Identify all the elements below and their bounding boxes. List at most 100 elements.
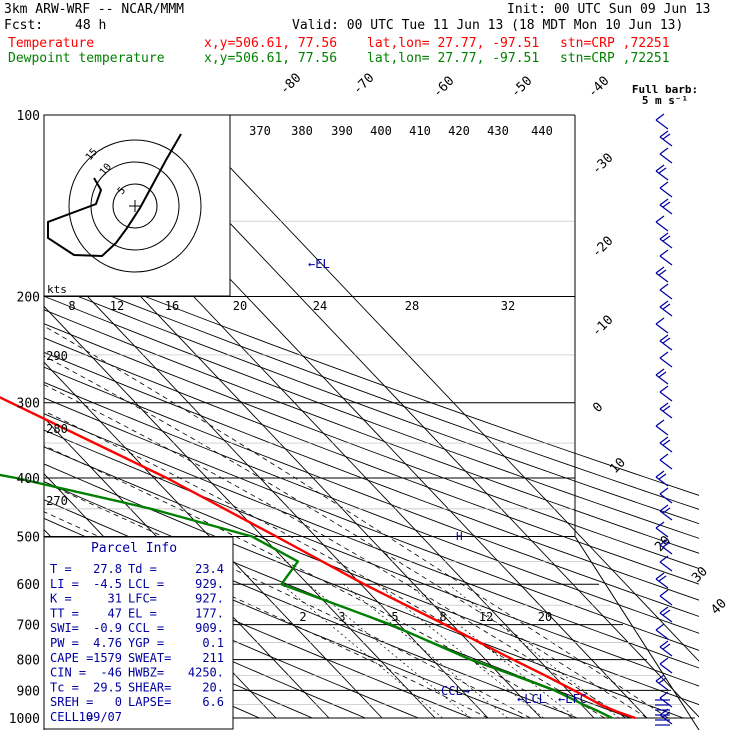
parcel-info-rows: T = 27.8 Td = 23.4 LI = -4.5 LCL = 929. K = 31 LFC… bbox=[50, 562, 224, 724]
hodograph-x-label: 28 bbox=[405, 299, 419, 313]
parcel-info-cell: EL = bbox=[128, 606, 157, 620]
dewpoint-latlon: lat,lon= 27.77, -97.51 bbox=[367, 51, 540, 66]
pressure-label: 200 bbox=[17, 291, 40, 306]
parcel-info-cell: 909. bbox=[195, 621, 224, 635]
parcel-info-cell: 4.76 bbox=[93, 636, 122, 650]
mixing-ratio-label: 5 bbox=[391, 610, 398, 624]
wind-barb bbox=[659, 232, 673, 249]
wind-barb bbox=[659, 130, 673, 147]
pressure-label: 600 bbox=[17, 578, 40, 593]
wind-barb bbox=[655, 317, 669, 334]
forecast-value: 48 h bbox=[75, 18, 107, 33]
parcel-info-cell: SWI= bbox=[50, 621, 79, 635]
theta-e-label: 440 bbox=[531, 124, 553, 138]
temperature-trace bbox=[0, 396, 636, 720]
wind-barb bbox=[655, 623, 669, 640]
parcel-info-title: Parcel Info bbox=[91, 541, 177, 556]
temperature-xy: x,y=506.61, 77.56 bbox=[204, 36, 338, 51]
isotherm-label: -70 bbox=[350, 71, 377, 98]
isotherm-label: 0 bbox=[590, 400, 606, 416]
barb-scale-line1: Full barb: bbox=[632, 83, 698, 96]
mixing-ratio-label: 12 bbox=[479, 610, 493, 624]
wind-barb bbox=[659, 181, 673, 198]
parcel-info-cell: SHEAR= bbox=[128, 680, 171, 694]
theta-e-label: 420 bbox=[448, 124, 470, 138]
isotherm-line bbox=[44, 305, 436, 719]
wind-barb bbox=[659, 606, 673, 623]
parcel-info-cell: 0 bbox=[115, 695, 122, 709]
pressure-label: 500 bbox=[17, 530, 40, 545]
mixing-ratio-label: 20 bbox=[538, 610, 552, 624]
moist-adiabat bbox=[44, 511, 489, 719]
wind-barb bbox=[659, 640, 673, 657]
theta-e-label: 390 bbox=[331, 124, 353, 138]
parcel-info-cell: 177. bbox=[195, 606, 224, 620]
hodograph-x-label: 16 bbox=[165, 299, 179, 313]
freezing-marker: H bbox=[456, 530, 463, 543]
parcel-info-cell: 927. bbox=[195, 592, 224, 606]
pressure-label: 100 bbox=[17, 109, 40, 124]
isotherm-label: -40 bbox=[585, 74, 612, 101]
wind-barb bbox=[659, 147, 673, 164]
hodograph-frame bbox=[43, 114, 231, 297]
wind-barb bbox=[659, 589, 673, 606]
theta-e-label: 400 bbox=[370, 124, 392, 138]
wind-barb bbox=[659, 334, 673, 351]
init-time: Init: 00 UTC Sun 09 Jun 13 bbox=[507, 2, 711, 17]
isotherm-label: -20 bbox=[589, 234, 616, 261]
level-marker-lfc: ←LFC bbox=[558, 692, 587, 706]
dewpoint-stn: stn=CRP ,72251 bbox=[560, 51, 670, 66]
parcel-info-cell: SREH = bbox=[50, 695, 93, 709]
temperature-latlon: lat,lon= 27.77, -97.51 bbox=[367, 36, 540, 51]
temperature-legend: Temperature bbox=[8, 36, 95, 51]
parcel-info-cell: 6.6 bbox=[202, 695, 224, 709]
isotherm-label: -30 bbox=[589, 151, 616, 178]
barb-scale-line2: 5 m s⁻¹ bbox=[642, 94, 688, 107]
wind-barb bbox=[659, 249, 673, 266]
parcel-info-cell: SWEAT= bbox=[128, 651, 171, 665]
wind-barb bbox=[659, 283, 673, 300]
wind-barb bbox=[659, 555, 673, 572]
mixing-ratio-line bbox=[343, 583, 508, 719]
parcel-info-cell: 211 bbox=[202, 651, 224, 665]
parcel-info-cell: 47 bbox=[108, 606, 122, 620]
wind-barbs bbox=[655, 113, 673, 726]
mixing-ratio-label: 3 bbox=[338, 610, 345, 624]
wind-barb bbox=[659, 504, 673, 521]
theta-e-label: 380 bbox=[291, 124, 313, 138]
pressure-label: 800 bbox=[17, 654, 40, 669]
parcel-info-cell: CIN = bbox=[50, 666, 86, 680]
isotherm-label: -60 bbox=[430, 74, 457, 101]
right-slant-edge bbox=[574, 536, 700, 731]
parcel-info-cell: CAPE = bbox=[50, 651, 93, 665]
pressure-label: 1000 bbox=[9, 712, 40, 727]
isotherm-label: 40 bbox=[708, 596, 730, 618]
parcel-info-cell: 0.1 bbox=[202, 636, 224, 650]
level-marker-el: ←EL bbox=[308, 257, 330, 271]
hodograph-units: kts bbox=[47, 283, 67, 296]
hodograph-x-label: 12 bbox=[110, 299, 124, 313]
parcel-info-cell: LAPSE= bbox=[128, 695, 171, 709]
wind-barb bbox=[655, 113, 669, 130]
moist-adiabat bbox=[44, 445, 573, 719]
hodograph-x-label: 8 bbox=[68, 299, 75, 313]
parcel-info-cell: 1579 bbox=[93, 651, 122, 665]
mixing-ratio-label: 8 bbox=[439, 610, 446, 624]
forecast-label: Fcst: bbox=[4, 18, 44, 33]
wind-barb bbox=[659, 351, 673, 368]
wind-barb bbox=[655, 470, 669, 487]
parcel-info-cell: 27.8 bbox=[93, 562, 122, 576]
adiabat-label: 280 bbox=[46, 422, 68, 436]
dewpoint-trace bbox=[0, 473, 613, 720]
hodograph-ring bbox=[112, 183, 158, 229]
theta-e-label: 430 bbox=[487, 124, 509, 138]
hodograph-ring-label: 5 bbox=[116, 185, 128, 197]
adiabat-label: 270 bbox=[46, 494, 68, 508]
parcel-info-cell: 20. bbox=[202, 680, 224, 694]
parcel-info-cell: -4.5 bbox=[93, 577, 122, 591]
wind-barb bbox=[655, 674, 669, 691]
pressure-label: 400 bbox=[17, 472, 40, 487]
isotherm-line bbox=[179, 115, 699, 662]
wind-barb bbox=[659, 385, 673, 402]
